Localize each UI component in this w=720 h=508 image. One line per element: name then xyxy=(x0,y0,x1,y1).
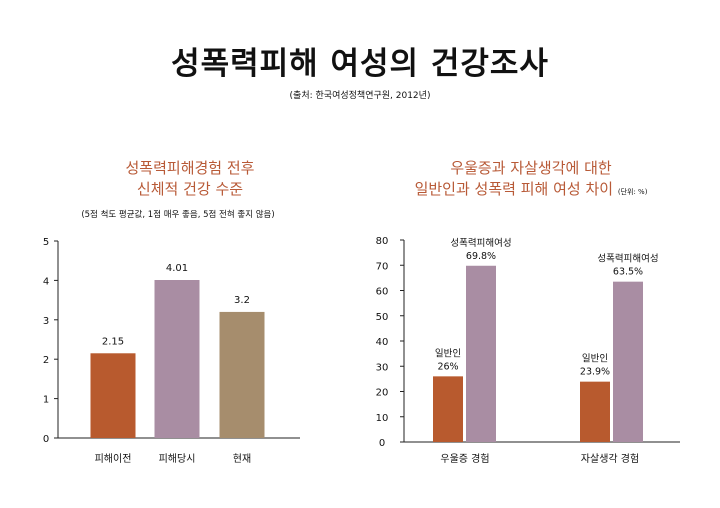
chart-2-title-line-1: 우울증과 자살생각에 대한 xyxy=(450,159,612,177)
chart-1-x-tick-label: 피해이전 xyxy=(95,452,132,465)
chart-1-data-label: 2.15 xyxy=(102,336,124,347)
page-title: 성폭력피해 여성의 건강조사 xyxy=(171,46,549,82)
chart-2-title: 우울증과 자살생각에 대한 일반인과 성폭력 피해 여성 차이 (단위: %) xyxy=(372,158,690,203)
chart-1-title: 성폭력피해경험 전후 신체적 건강 수준 xyxy=(40,158,340,200)
chart-2-title-line-2: 일반인과 성폭력 피해 여성 차이 (단위: %) xyxy=(372,179,690,203)
chart-1-y-tick-label: 4 xyxy=(43,276,49,287)
chart-1-x-tick-label: 피해당시 xyxy=(159,452,196,465)
chart-1-y-tick-label: 1 xyxy=(43,395,49,406)
chart-1-title-line-1: 성폭력피해경험 전후 xyxy=(125,159,255,177)
chart-1-bar xyxy=(90,353,136,438)
chart-1-bar xyxy=(154,280,200,438)
chart-1-x-tick-label: 현재 xyxy=(233,453,251,465)
chart-1-data-label: 4.01 xyxy=(166,263,188,274)
chart-2-unit: (단위: %) xyxy=(617,188,648,196)
chart-1-y-tick-label: 3 xyxy=(43,316,49,327)
chart-1-note: (5점 척도 평균값, 1점 매우 좋음, 5점 전혀 좋지 않음) xyxy=(81,210,275,220)
chart-1-y-tick-label: 2 xyxy=(43,355,49,366)
source-note: (출처: 한국여성정책연구원, 2012년) xyxy=(289,91,431,101)
chart-1-data-label: 3.2 xyxy=(234,295,250,306)
chart-1-y-tick-label: 5 xyxy=(43,237,49,248)
chart-2-title-line-2-text: 일반인과 성폭력 피해 여성 차이 xyxy=(414,180,614,198)
chart-1-title-line-2: 신체적 건강 수준 xyxy=(136,180,244,198)
chart-1-bar xyxy=(219,311,265,438)
chart-1-y-tick-label: 0 xyxy=(43,434,49,445)
